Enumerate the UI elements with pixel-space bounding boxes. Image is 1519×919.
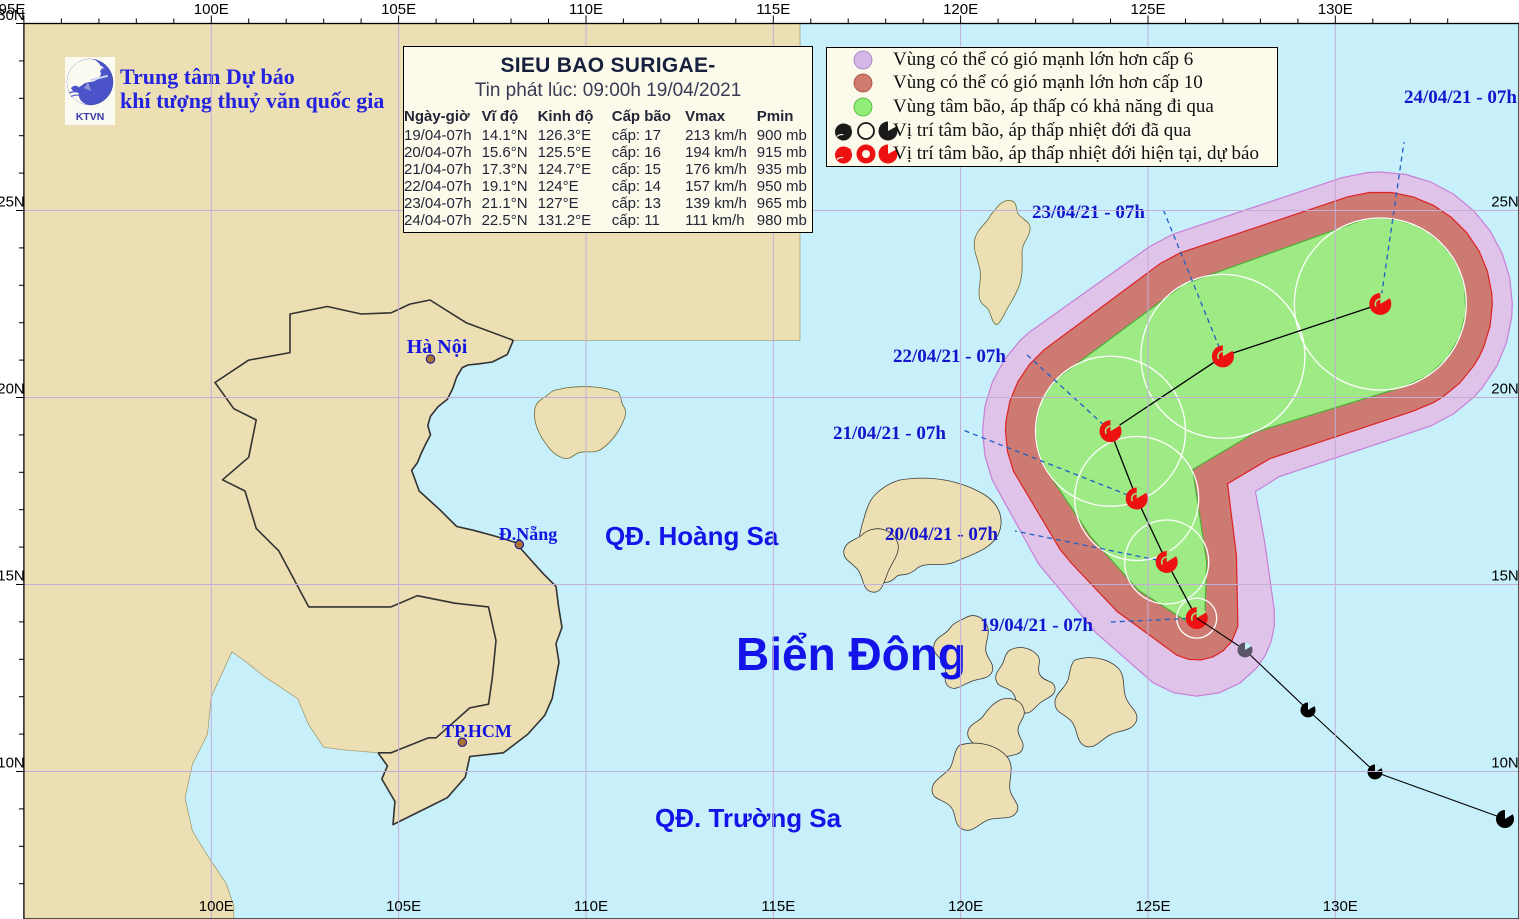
svg-text:120E: 120E	[943, 1, 978, 18]
svg-text:30N: 30N	[0, 7, 25, 24]
svg-text:QĐ. Hoàng Sa: QĐ. Hoàng Sa	[605, 521, 779, 551]
svg-text:100E: 100E	[194, 1, 229, 18]
svg-text:130E: 130E	[1323, 898, 1358, 915]
svg-text:KTVN: KTVN	[76, 111, 105, 123]
svg-text:20N: 20N	[0, 381, 25, 398]
svg-text:TP.HCM: TP.HCM	[442, 721, 512, 741]
svg-text:23/04/21 - 07h: 23/04/21 - 07h	[1032, 202, 1145, 223]
svg-text:Biển Đông: Biển Đông	[736, 628, 966, 680]
svg-text:25N: 25N	[0, 194, 25, 211]
svg-text:20N: 20N	[1491, 381, 1519, 398]
svg-text:10N: 10N	[1491, 755, 1519, 772]
svg-text:19/04/21 - 07h: 19/04/21 - 07h	[980, 615, 1093, 636]
svg-text:25N: 25N	[1491, 194, 1519, 211]
svg-text:20/04/21 - 07h: 20/04/21 - 07h	[885, 524, 998, 545]
svg-text:110E: 110E	[574, 898, 608, 915]
svg-text:Hà Nội: Hà Nội	[407, 336, 468, 358]
svg-text:21/04/21 - 07h: 21/04/21 - 07h	[833, 423, 946, 444]
svg-text:110E: 110E	[569, 1, 603, 18]
svg-text:125E: 125E	[1135, 898, 1170, 915]
svg-text:10N: 10N	[0, 755, 25, 772]
svg-text:115E: 115E	[761, 898, 795, 915]
svg-text:22/04/21 - 07h: 22/04/21 - 07h	[893, 346, 1006, 367]
svg-text:115E: 115E	[756, 1, 790, 18]
svg-text:120E: 120E	[948, 898, 983, 915]
svg-text:105E: 105E	[381, 1, 416, 18]
svg-text:Đ.Nẵng: Đ.Nẵng	[499, 524, 558, 544]
svg-text:24/04/21 - 07h: 24/04/21 - 07h	[1404, 87, 1517, 108]
svg-text:130E: 130E	[1318, 1, 1353, 18]
svg-text:Trung tâm Dự báo: Trung tâm Dự báo	[120, 64, 295, 89]
svg-text:15N: 15N	[1491, 568, 1519, 585]
svg-text:125E: 125E	[1130, 1, 1165, 18]
svg-text:khí tượng thuỷ văn quốc gia: khí tượng thuỷ văn quốc gia	[120, 88, 384, 113]
svg-text:105E: 105E	[386, 898, 421, 915]
svg-text:100E: 100E	[199, 898, 234, 915]
svg-text:15N: 15N	[0, 568, 25, 585]
svg-text:QĐ. Trường Sa: QĐ. Trường Sa	[655, 803, 842, 833]
